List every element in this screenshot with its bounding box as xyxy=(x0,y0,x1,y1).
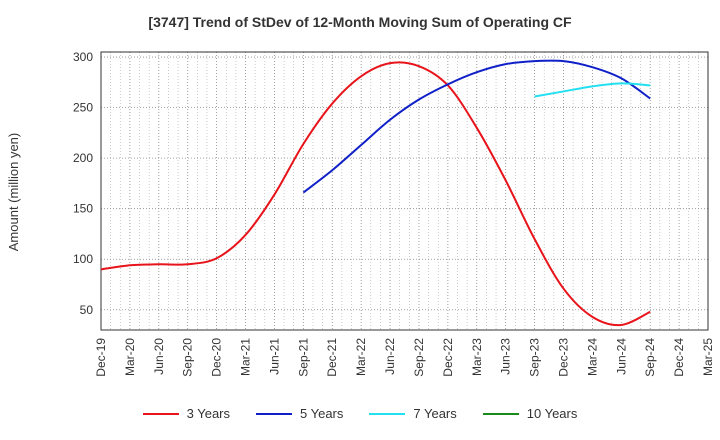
x-tick-label: Dec-22 xyxy=(441,338,455,377)
series-line-7-years xyxy=(534,82,651,98)
series-line-3-years xyxy=(100,61,651,327)
chart-legend: 3 Years 5 Years 7 Years 10 Years xyxy=(0,406,720,421)
x-tick-label: Dec-23 xyxy=(556,338,570,377)
y-tick-label: 100 xyxy=(73,252,93,266)
x-tick-label: Sep-23 xyxy=(528,338,542,377)
x-tick-label: Jun-22 xyxy=(383,338,397,375)
legend-item-5-years: 5 Years xyxy=(256,406,343,421)
legend-label: 5 Years xyxy=(300,406,344,421)
y-tick-label: 150 xyxy=(73,202,93,216)
x-tick-label: Mar-23 xyxy=(470,338,484,376)
plot-area xyxy=(101,52,708,330)
legend-item-3-years: 3 Years xyxy=(142,406,230,421)
x-tick-label: Mar-24 xyxy=(585,338,599,376)
x-tick-label: Jun-23 xyxy=(499,338,513,375)
y-tick-label: 200 xyxy=(73,151,93,165)
y-tick-label: 250 xyxy=(73,101,93,115)
legend-label: 7 Years xyxy=(413,406,457,421)
y-tick-label: 50 xyxy=(80,303,94,317)
x-tick-label: Jun-24 xyxy=(614,338,628,375)
legend-label: 10 Years xyxy=(526,406,578,421)
x-tick-label: Dec-20 xyxy=(210,338,224,377)
x-tick-label: Mar-20 xyxy=(123,338,137,376)
x-tick-label: Dec-19 xyxy=(94,338,108,377)
x-tick-label: Mar-25 xyxy=(701,338,715,376)
legend-item-10-years: 10 Years xyxy=(482,406,578,421)
x-tick-label: Jun-21 xyxy=(267,338,281,375)
x-tick-label: Dec-21 xyxy=(325,338,339,377)
legend-swatch xyxy=(256,412,292,415)
legend-item-7-years: 7 Years xyxy=(369,406,457,421)
x-tick-label: Sep-20 xyxy=(181,338,195,377)
y-tick-label: 300 xyxy=(73,50,93,64)
x-tick-label: Sep-24 xyxy=(643,338,657,377)
legend-swatch xyxy=(142,412,179,415)
legend-swatch xyxy=(482,412,519,415)
chart-title: [3747] Trend of StDev of 12-Month Moving… xyxy=(148,14,572,30)
x-tick-label: Mar-22 xyxy=(354,338,368,376)
legend-label: 3 Years xyxy=(186,406,230,421)
legend-swatch xyxy=(369,412,406,415)
plot-border xyxy=(100,51,709,331)
x-tick-label: Jun-20 xyxy=(152,338,166,375)
x-tick-label: Mar-21 xyxy=(239,338,253,376)
x-tick-label: Dec-24 xyxy=(672,338,686,377)
y-axis-label: Amount (million yen) xyxy=(6,133,21,252)
x-tick-label: Sep-21 xyxy=(296,338,310,377)
series-line-5-years xyxy=(302,59,651,194)
x-tick-label: Sep-22 xyxy=(412,338,426,377)
